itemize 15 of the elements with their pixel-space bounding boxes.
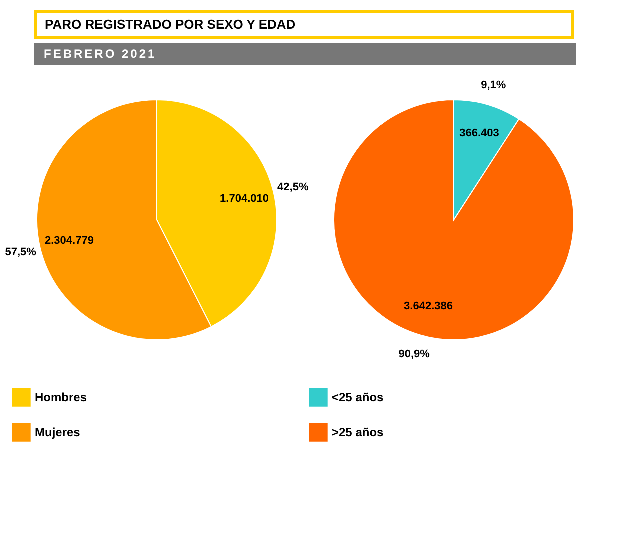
text: 90,9%: [398, 348, 430, 360]
legend-label: <25 años: [332, 390, 384, 404]
text: 42,5%: [278, 181, 309, 194]
legend-label: Mujeres: [35, 426, 81, 440]
pie-slice: [334, 100, 574, 340]
data-label: 1.704.010: [220, 193, 269, 206]
legend-label: Hombres: [35, 390, 88, 404]
data-label: 3.642.386: [404, 300, 453, 312]
text: 57,5%: [5, 246, 37, 259]
chart-subtitle: FEBRERO 2021: [34, 43, 576, 65]
text: 9,1%: [481, 80, 506, 92]
data-label: 2.304.779: [45, 234, 94, 247]
legend-label: >25 años: [332, 426, 384, 440]
chart-title: PARO REGISTRADO POR SEXO Y EDAD: [34, 10, 574, 39]
data-label: 366.403: [460, 128, 500, 140]
